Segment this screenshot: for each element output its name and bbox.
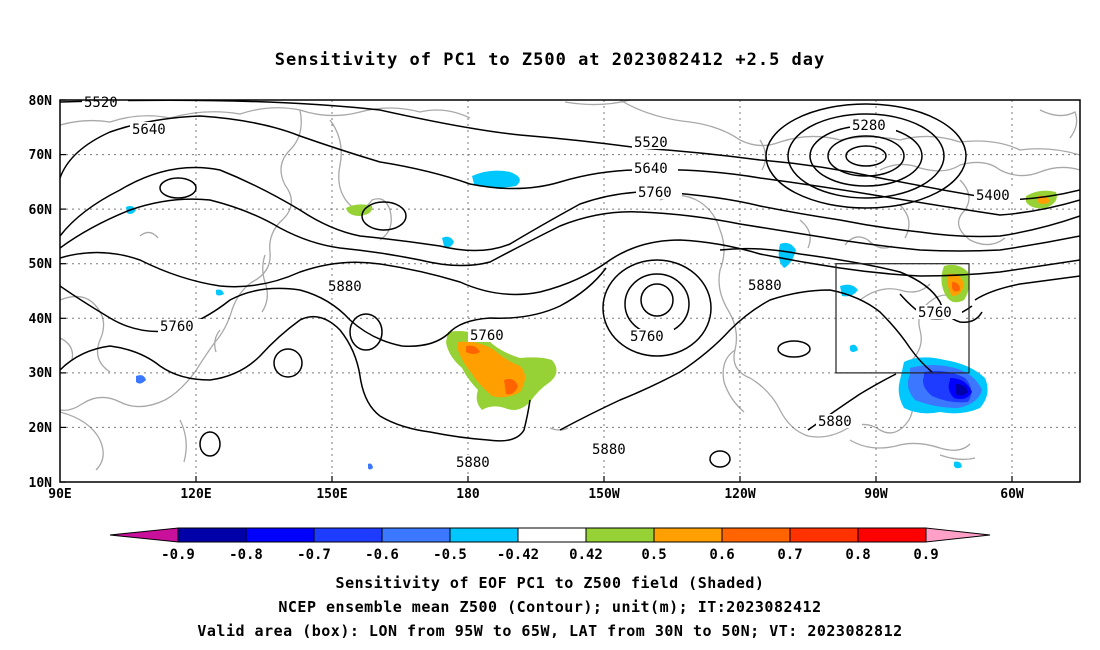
contour-5520 bbox=[60, 100, 1080, 201]
contour-5640 bbox=[60, 115, 1080, 216]
contour-label: 5400 bbox=[976, 188, 1010, 204]
lon-label: 90W bbox=[864, 487, 888, 502]
negative-patch-10 bbox=[368, 463, 373, 470]
colorbar-right-extension bbox=[925, 527, 991, 543]
contour-label: 5520 bbox=[84, 95, 118, 111]
lat-label: 60N bbox=[29, 203, 53, 218]
contour-5760-main bbox=[60, 166, 1080, 252]
lat-label: 10N bbox=[29, 476, 53, 491]
colorbar-segment bbox=[653, 527, 723, 543]
colorbar-label: 0.6 bbox=[709, 547, 734, 563]
contour-label: 5760 bbox=[918, 305, 952, 321]
colorbar-segment bbox=[721, 527, 791, 543]
colorbar-label: 0.42 bbox=[569, 547, 603, 563]
contour-label: 5880 bbox=[456, 455, 490, 471]
map-title: Sensitivity of PC1 to Z500 at 2023082412… bbox=[274, 50, 826, 70]
valid-area-box bbox=[835, 263, 970, 374]
colorbar-segment bbox=[449, 527, 519, 543]
lat-label: 80N bbox=[29, 94, 53, 109]
colorbar-label: -0.9 bbox=[161, 547, 195, 563]
contour-label: 5640 bbox=[132, 122, 166, 138]
lat-label: 20N bbox=[29, 421, 53, 436]
negative-patch-4 bbox=[442, 236, 454, 248]
colorbar-label: -0.7 bbox=[297, 547, 331, 563]
positive-region-pacific-core bbox=[504, 378, 518, 395]
contour-label: 5640 bbox=[634, 161, 668, 177]
negative-patch-1 bbox=[472, 170, 520, 188]
colorbar-label: -0.42 bbox=[497, 547, 539, 563]
contour-label: 5880 bbox=[592, 442, 626, 458]
negative-patch-6 bbox=[136, 375, 146, 384]
contour-labels: 5520 5640 5520 5640 5760 5280 5400 5880 … bbox=[82, 95, 1020, 471]
contour-low-5280 bbox=[845, 145, 887, 167]
lat-label: 40N bbox=[29, 312, 53, 327]
lon-label: 150E bbox=[316, 487, 347, 502]
negative-patch-9 bbox=[954, 461, 962, 469]
contour-label: 5760 bbox=[638, 185, 672, 201]
colorbar bbox=[109, 527, 991, 543]
colorbar-segment bbox=[313, 527, 383, 543]
contour-low-pacific bbox=[640, 283, 674, 317]
negative-region-atlantic-peak bbox=[956, 384, 968, 396]
contour-label: 5880 bbox=[818, 414, 852, 430]
lon-label: 120E bbox=[180, 487, 211, 502]
contour-label: 5760 bbox=[470, 328, 504, 344]
lon-label: 60W bbox=[1000, 487, 1024, 502]
negative-patch-2 bbox=[778, 242, 796, 268]
colorbar-label: 0.5 bbox=[641, 547, 666, 563]
colorbar-segment bbox=[789, 527, 859, 543]
contour-label: 5760 bbox=[160, 319, 194, 335]
contour-label: 5520 bbox=[634, 135, 668, 151]
z500-contours bbox=[60, 100, 1080, 468]
colorbar-segment bbox=[381, 527, 451, 543]
positive-region-pacific-small bbox=[466, 345, 480, 354]
caption-line-2: NCEP ensemble mean Z500 (Contour); unit(… bbox=[278, 598, 822, 616]
colorbar-segment bbox=[585, 527, 655, 543]
contour-5880-main bbox=[60, 239, 1080, 296]
caption-line-3: Valid area (box): LON from 95W to 65W, L… bbox=[197, 622, 903, 640]
colorbar-label: 0.7 bbox=[777, 547, 802, 563]
contour-label: 5880 bbox=[748, 278, 782, 294]
lat-labels: 80N 70N 60N 50N 40N 30N 20N 10N bbox=[29, 94, 53, 491]
lon-labels: 90E 120E 150E 180 150W 120W 90W 60W bbox=[48, 487, 1024, 502]
contour-label: 5280 bbox=[852, 118, 886, 134]
colorbar-segment bbox=[245, 527, 315, 543]
colorbar-label: -0.8 bbox=[229, 547, 263, 563]
colorbar-label: -0.5 bbox=[433, 547, 467, 563]
lon-label: 90E bbox=[48, 487, 71, 502]
colorbar-label: 0.9 bbox=[913, 547, 938, 563]
plot-frame bbox=[59, 99, 1081, 483]
negative-patch-8 bbox=[850, 344, 858, 352]
lat-label: 30N bbox=[29, 366, 53, 381]
colorbar-segment bbox=[517, 527, 587, 543]
colorbar-segment bbox=[177, 527, 247, 543]
colorbar-labels: -0.9 -0.8 -0.7 -0.6 -0.5 -0.42 0.42 0.5 0.6 0.7 0.… bbox=[161, 547, 939, 563]
axis-ticks bbox=[60, 99, 1013, 483]
lat-label: 70N bbox=[29, 148, 53, 163]
lon-label: 150W bbox=[588, 487, 619, 502]
colorbar-left-extension bbox=[109, 527, 179, 543]
colorbar-segment bbox=[857, 527, 927, 543]
positive-region-atlantic-core bbox=[952, 282, 960, 292]
contour-label: 5880 bbox=[328, 279, 362, 295]
lon-label: 180 bbox=[456, 487, 480, 502]
sensitivity-shading bbox=[126, 170, 1057, 470]
lon-label: 120W bbox=[724, 487, 755, 502]
colorbar-label: 0.8 bbox=[845, 547, 870, 563]
negative-patch-7 bbox=[216, 289, 224, 296]
caption-line-1: Sensitivity of EOF PC1 to Z500 field (Sh… bbox=[335, 574, 765, 592]
lat-label: 50N bbox=[29, 257, 53, 272]
colorbar-label: -0.6 bbox=[365, 547, 399, 563]
contour-label: 5760 bbox=[630, 329, 664, 345]
